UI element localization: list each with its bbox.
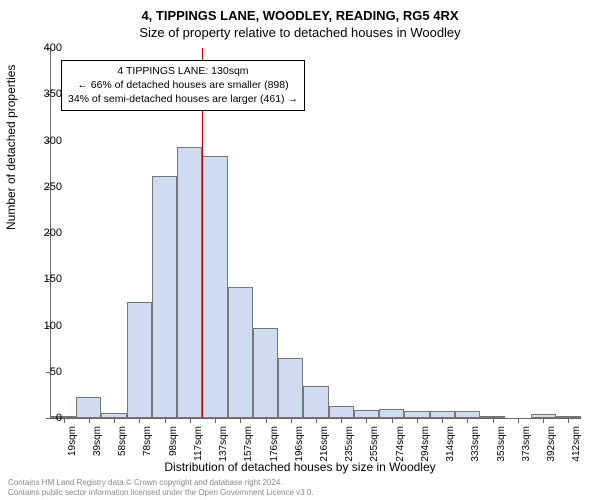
footer-line-2: Contains public sector information licen… <box>8 488 314 498</box>
y-tick-label: 250 <box>22 181 62 193</box>
histogram-bar <box>379 409 404 418</box>
page-subtitle: Size of property relative to detached ho… <box>0 23 600 40</box>
x-tick-label: 137sqm <box>218 426 229 462</box>
chart-area: 19sqm39sqm58sqm78sqm98sqm117sqm137sqm157… <box>50 48 580 418</box>
plot-area: 19sqm39sqm58sqm78sqm98sqm117sqm137sqm157… <box>50 48 581 419</box>
x-tick-label: 235sqm <box>344 426 355 462</box>
histogram-bar <box>152 176 177 418</box>
histogram-bar <box>329 406 354 418</box>
page-title: 4, TIPPINGS LANE, WOODLEY, READING, RG5 … <box>0 0 600 23</box>
y-tick-label: 350 <box>22 88 62 100</box>
x-tick-label: 412sqm <box>571 426 582 462</box>
x-tick-label: 255sqm <box>369 426 380 462</box>
histogram-bar <box>278 358 303 418</box>
annotation-line-1: 4 TIPPINGS LANE: 130sqm <box>68 64 298 78</box>
x-tick-label: 333sqm <box>470 426 481 462</box>
footer-line-1: Contains HM Land Registry data © Crown c… <box>8 478 314 488</box>
histogram-bar <box>455 411 480 418</box>
y-tick-label: 150 <box>22 273 62 285</box>
x-tick-label: 274sqm <box>395 426 406 462</box>
footer-attribution: Contains HM Land Registry data © Crown c… <box>8 478 314 498</box>
y-tick-label: 100 <box>22 320 62 332</box>
y-tick-label: 200 <box>22 227 62 239</box>
y-tick-label: 0 <box>22 412 62 424</box>
x-tick-label: 373sqm <box>521 426 532 462</box>
x-tick-label: 58sqm <box>117 426 128 456</box>
x-tick-label: 353sqm <box>496 426 507 462</box>
histogram-bar <box>354 410 379 418</box>
histogram-bar <box>430 411 455 418</box>
x-tick-label: 39sqm <box>92 426 103 456</box>
histogram-bar <box>253 328 278 418</box>
histogram-bar <box>303 386 328 418</box>
x-tick-label: 117sqm <box>193 426 204 461</box>
annotation-box: 4 TIPPINGS LANE: 130sqm← 66% of detached… <box>61 60 305 111</box>
x-tick-label: 314sqm <box>445 426 456 462</box>
x-tick-label: 157sqm <box>243 426 254 462</box>
x-tick-label: 392sqm <box>546 426 557 462</box>
x-tick-label: 78sqm <box>142 426 153 456</box>
y-tick-label: 300 <box>22 135 62 147</box>
x-tick-label: 19sqm <box>67 426 78 456</box>
annotation-line-2: ← 66% of detached houses are smaller (89… <box>68 78 298 92</box>
x-tick-label: 98sqm <box>168 426 179 456</box>
histogram-bar <box>76 397 101 418</box>
histogram-bar <box>202 156 227 418</box>
histogram-bar <box>404 411 429 418</box>
x-tick-label: 196sqm <box>294 426 305 462</box>
y-tick-label: 400 <box>22 42 62 54</box>
x-axis-label: Distribution of detached houses by size … <box>0 460 600 474</box>
y-axis-label: Number of detached properties <box>4 65 18 230</box>
annotation-line-3: 34% of semi-detached houses are larger (… <box>68 92 298 106</box>
x-tick-label: 294sqm <box>420 426 431 462</box>
x-tick-label: 176sqm <box>269 426 280 462</box>
y-tick-label: 50 <box>22 366 62 378</box>
histogram-bar <box>127 302 152 418</box>
x-tick-label: 216sqm <box>319 426 330 462</box>
histogram-bar <box>228 287 253 418</box>
histogram-bar <box>177 147 202 418</box>
